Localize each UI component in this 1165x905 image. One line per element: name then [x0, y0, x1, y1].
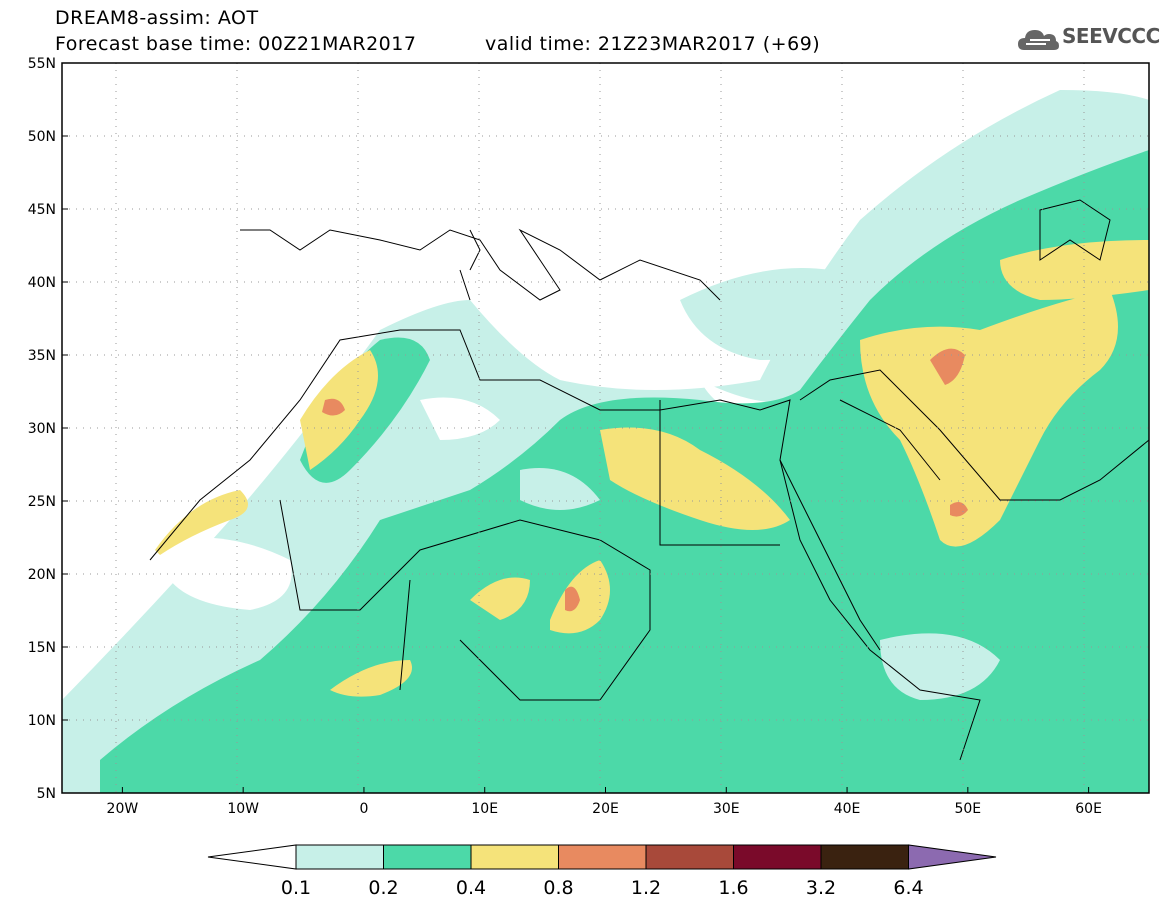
- colorbar-swatch: [733, 844, 822, 870]
- lon-labels: 20W 10W 0 10E 20E 30E 40E 50E 60E: [107, 801, 1102, 817]
- lon-label: 60E: [1075, 801, 1102, 817]
- lat-label: 50N: [28, 129, 56, 145]
- aot-band-0.4-sahara-w: [155, 490, 248, 555]
- valid-time: valid time: 21Z23MAR2017 (+69): [485, 33, 821, 55]
- red-sea: [779, 459, 881, 651]
- aot-band-0.4-africa: [600, 427, 790, 530]
- lon-label: 10W: [227, 801, 259, 817]
- med-islands: [459, 229, 481, 301]
- colorbar-swatch: [470, 844, 559, 870]
- lat-label: 15N: [28, 640, 56, 656]
- map-title: DREAM8-assim: AOT: [55, 7, 259, 29]
- lat-label: 30N: [28, 421, 56, 437]
- cloud-icon: [1018, 30, 1059, 50]
- aot-band-0.4-caspian: [1000, 240, 1149, 300]
- colorbar-label: 3.2: [806, 877, 836, 899]
- forecast-base-time: Forecast base time: 00Z21MAR2017: [55, 33, 417, 55]
- lat-label: 40N: [28, 275, 56, 291]
- colorbar-arrow-low: [207, 844, 297, 870]
- aot-band-0.4-arabia: [860, 290, 1118, 547]
- colorbar-label: 0.1: [281, 877, 311, 899]
- seevccc-logo: SEEVCCC: [1016, 22, 1160, 56]
- lon-label: 20W: [107, 801, 139, 817]
- colorbar-swatch: [383, 844, 472, 870]
- colorbar-swatch: [820, 844, 909, 870]
- caspian: [1039, 199, 1111, 261]
- aot-hole-4: [520, 468, 600, 510]
- aot-band-0.8-morocco: [322, 398, 345, 416]
- lat-label: 10N: [28, 713, 56, 729]
- colorbar-label: 6.4: [893, 877, 923, 899]
- lon-label: 20E: [592, 801, 619, 817]
- arabia-coast: [799, 369, 1149, 501]
- axis-ticks: [62, 62, 1090, 794]
- lat-label: 20N: [28, 567, 56, 583]
- colorbar-arrow-high: [908, 844, 997, 870]
- colorbar-labels: 0.1 0.2 0.4 0.8 1.2 1.6 3.2 6.4: [281, 877, 924, 899]
- aot-band-0.4-sahel: [330, 660, 412, 697]
- aot-band-0.8-gulf: [950, 501, 968, 517]
- colorbar-label: 0.4: [456, 877, 486, 899]
- lon-label: 40E: [834, 801, 861, 817]
- lat-label: 5N: [37, 786, 56, 802]
- colorbar-label: 1.6: [718, 877, 748, 899]
- lon-label: 10E: [471, 801, 498, 817]
- lat-label: 45N: [28, 202, 56, 218]
- colorbar-swatch: [295, 844, 384, 870]
- logo-text: SEEVCCC: [1062, 24, 1160, 48]
- lat-label: 35N: [28, 348, 56, 364]
- lat-label: 55N: [28, 56, 56, 72]
- aot-hole-3: [880, 633, 1000, 700]
- graticule: [62, 63, 1149, 793]
- colorbar-swatch: [558, 844, 647, 870]
- lon-label: 0: [359, 801, 368, 817]
- lon-label: 30E: [713, 801, 740, 817]
- colorbar-swatches: [207, 844, 997, 870]
- aot-band-0.4-chad: [550, 560, 610, 634]
- colorbar-swatch: [645, 844, 734, 870]
- aot-field: [62, 90, 1149, 793]
- lon-label: 50E: [954, 801, 981, 817]
- aot-band-0.1-cap: [680, 268, 880, 360]
- colorbar-label: 0.8: [543, 877, 573, 899]
- lat-label: 25N: [28, 494, 56, 510]
- aot-band-0.8-iraq: [930, 348, 965, 385]
- colorbar-label: 0.2: [368, 877, 398, 899]
- colorbar-label: 1.2: [631, 877, 661, 899]
- aot-hole-2: [420, 397, 500, 440]
- aot-band-0.8-chad: [565, 586, 580, 612]
- lat-labels: 55N 50N 45N 40N 35N 30N 25N 20N 15N 10N 5N: [28, 56, 56, 802]
- aot-band-0.4-niger: [470, 577, 530, 620]
- europe-coast: [240, 228, 721, 301]
